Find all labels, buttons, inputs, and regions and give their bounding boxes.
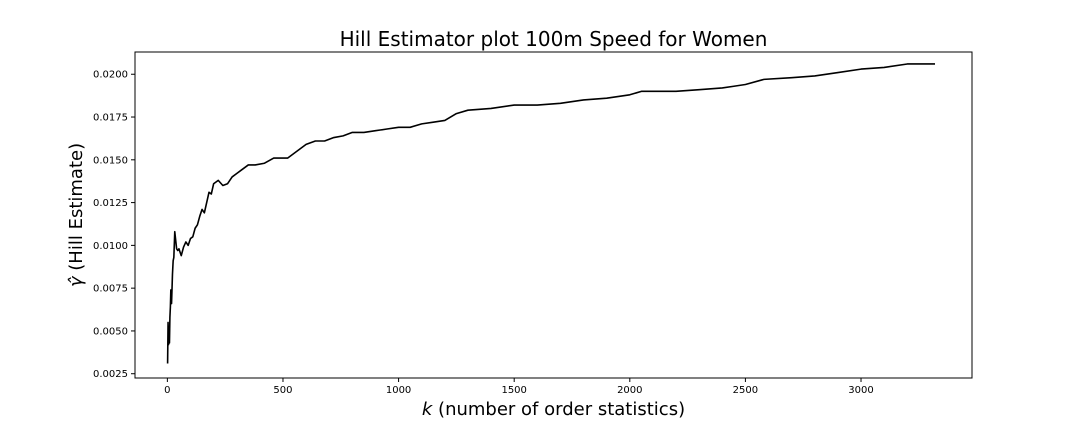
y-axis-label-var: γ̂: [66, 275, 87, 287]
x-tick-label: 2000: [617, 385, 642, 396]
x-tick-label: 2500: [733, 385, 758, 396]
plot-area: 0 500 1000 1500 2000 2500 3000 0.0025 0.0050 0.00…: [93, 63, 936, 396]
y-tick-label: 0.0200: [93, 70, 128, 81]
y-tick-label: 0.0100: [93, 241, 128, 252]
y-tick-label: 0.0025: [93, 369, 128, 380]
x-axis-label-var: k: [422, 399, 434, 420]
y-axis-label-text: (Hill Estimate): [66, 143, 87, 277]
x-axis-label-text: (number of order statistics): [432, 399, 685, 420]
y-axis-label: γ̂ (Hill Estimate): [66, 143, 87, 287]
chart-title: Hill Estimator plot 100m Speed for Women: [340, 27, 768, 51]
hill-estimate-line: [166, 63, 936, 364]
x-tick-label: 0: [164, 385, 170, 396]
x-tick-label: 1500: [501, 385, 526, 396]
y-tick-label: 0.0175: [93, 113, 128, 124]
y-tick-label: 0.0125: [93, 198, 128, 209]
x-axis-label: k (number of order statistics): [422, 399, 685, 420]
plot-frame: [134, 51, 973, 379]
x-tick-label: 1000: [386, 385, 411, 396]
y-tick-label: 0.0075: [93, 284, 128, 295]
x-tick-label: 500: [273, 385, 292, 396]
y-tick-label: 0.0050: [93, 326, 128, 337]
x-tick-label: 3000: [848, 385, 873, 396]
y-tick-label: 0.0150: [93, 155, 128, 166]
